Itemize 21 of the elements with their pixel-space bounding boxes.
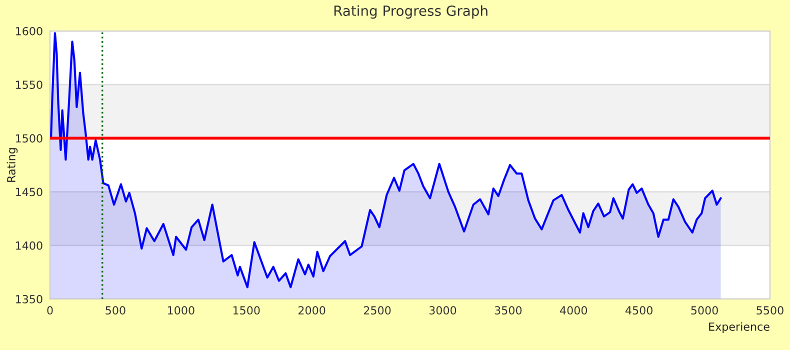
x-tick-label: 4500 — [625, 306, 652, 315]
x-tick-label: 4000 — [560, 306, 588, 315]
x-axis-title: Experience — [709, 322, 770, 334]
x-tick-label: 0 — [47, 306, 53, 315]
x-tick-label: 5500 — [756, 306, 784, 315]
chart-title: Rating Progress Graph — [334, 5, 488, 19]
x-tick-label: 1500 — [233, 306, 260, 315]
y-tick-label: 1600 — [16, 26, 42, 36]
x-tick-label: 1000 — [168, 306, 194, 315]
x-tick-label: 3500 — [494, 306, 522, 315]
y-tick-label: 1550 — [16, 80, 42, 89]
y-tick-label: 1450 — [16, 188, 42, 196]
y-tick-label: 1350 — [16, 294, 42, 304]
x-tick-label: 5000 — [691, 306, 718, 315]
x-tick-label: 2500 — [364, 306, 391, 315]
y-axis-title: Rating — [6, 148, 18, 182]
x-tick-label: 3000 — [429, 306, 456, 315]
y-tick-label: 1400 — [16, 241, 42, 250]
x-tick-label: 500 — [106, 306, 126, 315]
x-tick-label: 2000 — [298, 306, 326, 315]
y-tick-label: 1500 — [16, 134, 42, 143]
